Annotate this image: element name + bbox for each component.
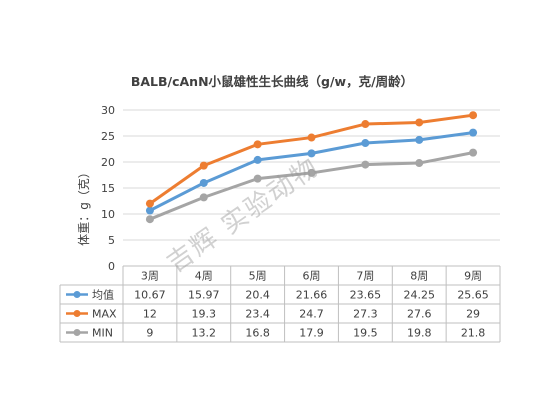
table-cell-value: 25.65: [457, 289, 489, 302]
data-point: [145, 206, 154, 215]
table-cell-value: 23.65: [350, 289, 382, 302]
x-tick-label: 7周: [356, 270, 374, 283]
data-point: [415, 118, 424, 127]
y-tick-label: 15: [101, 182, 115, 195]
table-cell-value: 24.25: [403, 289, 435, 302]
x-tick-label: 9周: [464, 270, 482, 283]
series-lines: [145, 111, 478, 224]
y-tick-label: 10: [101, 208, 115, 221]
table-cell-value: 12: [143, 308, 157, 321]
table-cell-value: 23.4: [245, 308, 270, 321]
y-tick-label: 5: [108, 234, 115, 247]
data-point: [199, 178, 208, 187]
y-axis-ticks: 0 5 10 15 20 25 30: [101, 104, 115, 273]
x-tick-label: 8周: [410, 270, 428, 283]
data-point: [199, 161, 208, 170]
chart-title: BALB/cAnN小鼠雄性生长曲线（g/w，克/周龄）: [131, 74, 413, 89]
x-tick-label: 4周: [195, 270, 213, 283]
legend-series-name: 均值: [92, 289, 114, 302]
data-point: [145, 215, 154, 224]
table-cell-value: 27.3: [353, 308, 378, 321]
data-point: [307, 168, 316, 177]
data-point: [307, 149, 316, 158]
watermark: 吉辉 实验动物: [162, 152, 325, 279]
table-cell-value: 27.6: [407, 308, 432, 321]
data-point: [307, 133, 316, 142]
data-point: [145, 199, 154, 208]
data-point: [361, 120, 370, 129]
table-cell-value: 20.4: [245, 289, 270, 302]
table-cell-value: 21.8: [461, 327, 486, 340]
legend-key-marker: [73, 329, 81, 336]
data-point: [469, 128, 478, 137]
y-tick-label: 0: [108, 260, 115, 273]
table-cell-value: 19.8: [407, 327, 432, 340]
table-cell-value: 9: [146, 327, 153, 340]
y-axis-label: 体重：g（克）: [77, 166, 91, 246]
x-tick-label: 3周: [141, 270, 159, 283]
table-cell-value: 10.67: [134, 289, 166, 302]
y-tick-label: 25: [101, 130, 115, 143]
table-cell-value: 16.8: [245, 327, 270, 340]
data-point: [361, 139, 370, 148]
x-tick-label: 5周: [249, 270, 267, 283]
legend-series-name: MAX: [92, 308, 117, 321]
data-point: [361, 160, 370, 169]
data-point: [415, 135, 424, 144]
data-point: [253, 155, 262, 164]
table-cell-value: 17.9: [299, 327, 324, 340]
data-point: [253, 174, 262, 183]
legend-key-marker: [73, 291, 81, 298]
legend-key-marker: [73, 310, 81, 317]
table-cell-value: 15.97: [188, 289, 220, 302]
data-point: [469, 148, 478, 157]
y-tick-label: 20: [101, 156, 115, 169]
table-cell-value: 19.3: [192, 308, 217, 321]
data-point: [469, 111, 478, 120]
y-tick-label: 30: [101, 104, 115, 117]
table-cell-value: 13.2: [192, 327, 217, 340]
data-point: [253, 140, 262, 149]
table-cell-value: 29: [466, 308, 480, 321]
data-point: [199, 193, 208, 202]
table-cell-value: 24.7: [299, 308, 324, 321]
data-point: [415, 159, 424, 168]
x-tick-label: 6周: [303, 270, 321, 283]
legend-series-name: MIN: [92, 327, 113, 340]
table-cell-value: 19.5: [353, 327, 378, 340]
table-cell-value: 21.66: [296, 289, 328, 302]
